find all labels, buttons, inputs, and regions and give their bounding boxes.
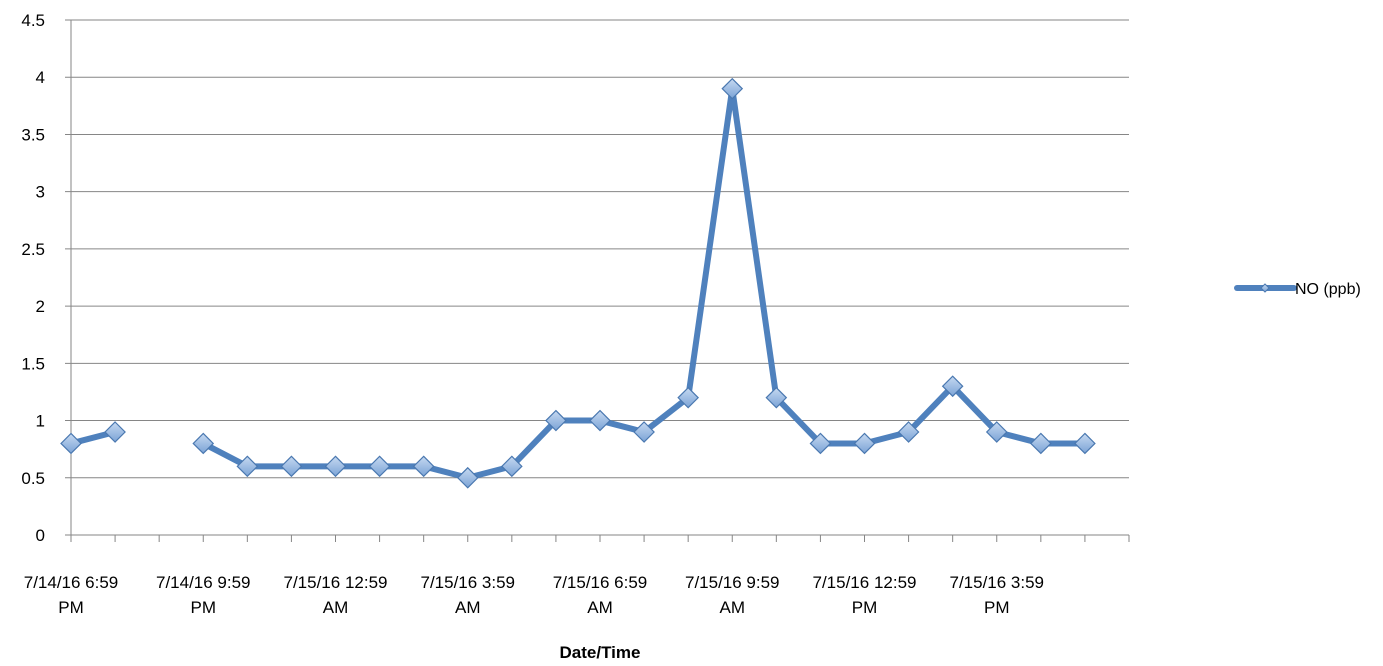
data-point bbox=[765, 386, 788, 409]
data-point bbox=[545, 409, 567, 432]
data-point bbox=[633, 421, 655, 443]
legend-marker bbox=[1260, 283, 1270, 293]
y-tick-label: 1 bbox=[36, 412, 45, 431]
x-tick-label: 7/15/16 9:59 AM bbox=[685, 573, 780, 617]
x-tick-label: 7/14/16 9:59 PM bbox=[156, 573, 251, 617]
y-tick-label: 4 bbox=[36, 68, 45, 87]
x-tick-label: 7/14/16 6:59 PM bbox=[24, 573, 119, 617]
data-point bbox=[236, 455, 259, 478]
data-point bbox=[809, 432, 832, 455]
x-tick-label: 7/15/16 6:59 AM bbox=[553, 573, 648, 617]
y-tick-label: 4.5 bbox=[21, 11, 45, 30]
legend-label: NO (ppb) bbox=[1295, 281, 1361, 298]
data-point bbox=[192, 432, 215, 455]
data-point bbox=[677, 386, 700, 409]
data-point bbox=[368, 455, 391, 478]
data-point bbox=[104, 421, 126, 443]
x-tick-label: 7/15/16 12:59 AM bbox=[284, 573, 388, 617]
data-point bbox=[721, 77, 744, 100]
x-axis: 7/14/16 6:59 PM 7/14/16 9:59 PM 7/15/16 12:5… bbox=[24, 535, 1130, 617]
y-tick-label: 0 bbox=[36, 526, 45, 545]
x-tick-label: 7/15/16 3:59 AM bbox=[420, 573, 515, 617]
series-line bbox=[200, 85, 1088, 481]
legend: NO (ppb) bbox=[1234, 281, 1361, 298]
x-tick-label: 7/15/16 12:59 PM bbox=[813, 573, 917, 617]
y-tick-label: 0.5 bbox=[21, 469, 45, 488]
data-point bbox=[589, 409, 611, 432]
x-axis-title: Date/Time bbox=[560, 643, 641, 662]
data-point bbox=[456, 466, 479, 489]
y-tick-label: 2.5 bbox=[21, 240, 45, 259]
data-point bbox=[1029, 432, 1052, 455]
data-point bbox=[324, 455, 347, 478]
y-tick-label: 2 bbox=[36, 297, 45, 316]
data-point bbox=[897, 421, 920, 443]
data-point bbox=[853, 432, 876, 455]
data-point bbox=[280, 455, 303, 478]
series-no-ppb bbox=[60, 77, 1096, 489]
y-tick-label: 3 bbox=[36, 183, 45, 202]
y-tick-label: 1.5 bbox=[21, 354, 45, 373]
y-tick-label: 3.5 bbox=[21, 125, 45, 144]
data-point bbox=[60, 432, 82, 455]
data-point bbox=[500, 455, 523, 478]
gridlines bbox=[65, 19, 1129, 536]
y-axis: 0 0.5 1 1.5 2 2.5 3 3.5 4 4.5 bbox=[21, 11, 72, 545]
data-point bbox=[412, 455, 435, 478]
x-tick-label: 7/15/16 3:59 PM bbox=[949, 573, 1044, 617]
data-point bbox=[985, 421, 1008, 443]
data-point bbox=[1074, 432, 1096, 455]
data-point bbox=[941, 375, 964, 398]
